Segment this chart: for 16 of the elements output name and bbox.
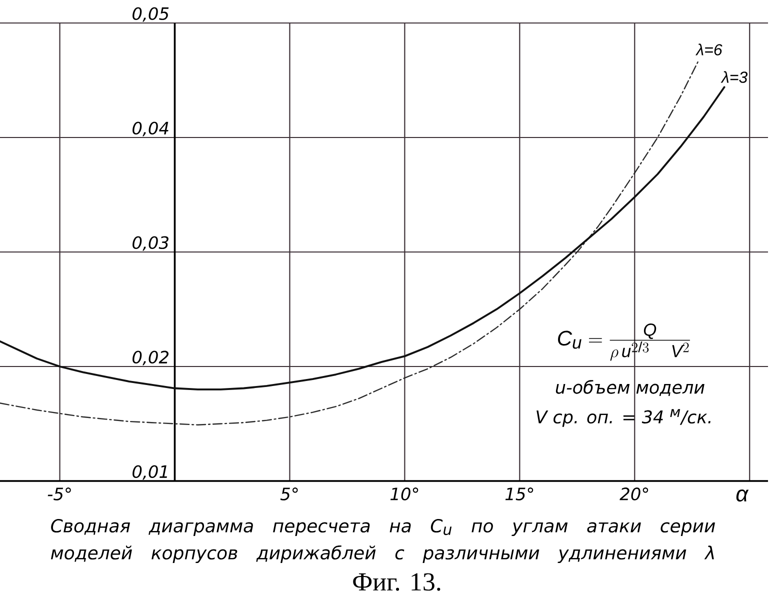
y-tick-label: 0,03 [132,236,168,251]
annotation: u-объем модели [556,380,704,396]
y-tick-label: 0,05 [132,7,169,22]
series-label: λ=3 [720,71,748,83]
x-axis-title: α [736,490,749,502]
x-tick-label: 10° [390,488,418,500]
text: Сводная диаграмма пересчета на C$_{u}$ по углам атаки серии моделей корпусов дирижаблей с различными удлинениями λ [50,518,716,564]
text: Фиг. 13. [353,573,440,591]
x-tick-label: -5° [48,488,71,500]
series-label: λ=6 [695,44,722,56]
x-tick-label: 15° [505,488,534,500]
x-tick-label: 5° [280,488,298,500]
y-tick-label: 0,04 [132,122,168,136]
x-tick-label: 20° [620,488,648,500]
y-tick-label: 0,01 [132,465,167,480]
y-tick-label: 0,02 [132,350,168,366]
